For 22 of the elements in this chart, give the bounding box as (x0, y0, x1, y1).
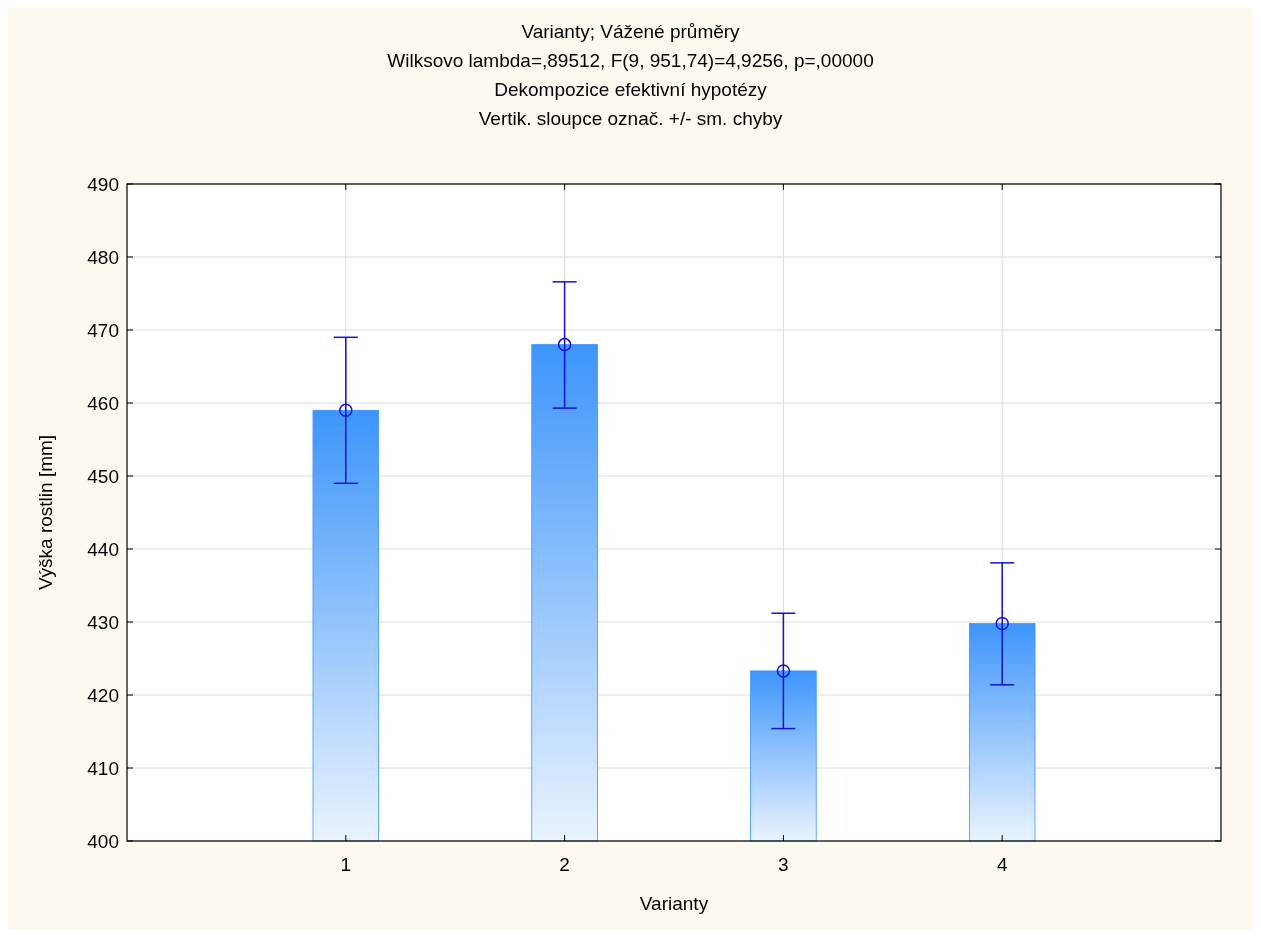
y-tick-label: 420 (87, 684, 119, 706)
y-tick-label: 440 (87, 538, 119, 560)
y-tick-label: 460 (87, 392, 119, 414)
y-tick-label: 410 (87, 757, 119, 779)
y-tick-label: 470 (87, 319, 119, 341)
x-tick-label: 3 (778, 854, 789, 875)
x-axis-title: Varianty (639, 893, 709, 914)
y-tick-label: 490 (87, 173, 119, 195)
y-tick-label: 480 (87, 246, 119, 268)
y-axis-title: Výška rostlin [mm] (35, 434, 56, 591)
x-tick-label: 1 (340, 854, 352, 875)
y-tick-label: 450 (87, 465, 119, 487)
point (339, 403, 353, 418)
y-tick-label: 430 (87, 611, 119, 633)
point (995, 616, 1009, 631)
point (557, 337, 572, 352)
x-tick-label: 2 (559, 854, 570, 875)
chart-title: Varianty; Vážené průměry (521, 21, 741, 42)
x-tick-label: 4 (996, 854, 1008, 875)
chart-subtitle: Wilksovo lambda=,89512, F(9, 951,74)=4,9256, p=,00000 Dekompozice efektivní hypotézy Vertik. sloupce označ. +/- sm. chyby (387, 50, 874, 129)
y-tick-label: 400 (87, 830, 119, 852)
point (776, 664, 791, 678)
